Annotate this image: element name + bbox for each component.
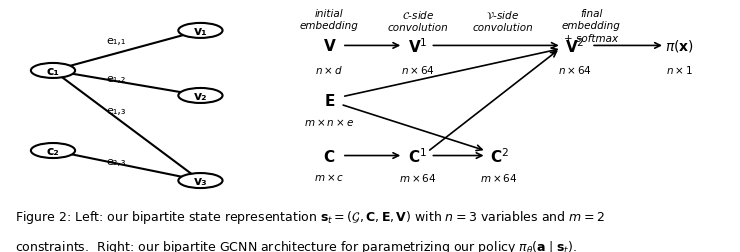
Circle shape <box>178 89 223 104</box>
Text: v₁: v₁ <box>194 25 207 38</box>
Text: e₁,₂: e₁,₂ <box>106 74 125 84</box>
Circle shape <box>178 24 223 39</box>
Text: constraints.  Right: our bipartite GCNN architecture for parametrizing our polic: constraints. Right: our bipartite GCNN a… <box>15 238 577 252</box>
Text: $\mathcal{V}$-side
convolution: $\mathcal{V}$-side convolution <box>472 9 533 33</box>
Text: v₃: v₃ <box>194 174 207 187</box>
Text: $n \times 64$: $n \times 64$ <box>558 64 592 76</box>
Text: $m \times n \times e$: $m \times n \times e$ <box>304 117 354 128</box>
Circle shape <box>31 64 75 79</box>
Text: initial
embedding: initial embedding <box>300 9 359 31</box>
Text: c₂: c₂ <box>47 144 59 158</box>
Text: $n \times d$: $n \times d$ <box>315 64 343 76</box>
Text: $\mathbf{C}^1$: $\mathbf{C}^1$ <box>408 147 428 165</box>
Text: $n \times 64$: $n \times 64$ <box>401 64 435 76</box>
Text: $\mathbf{V}^2$: $\mathbf{V}^2$ <box>565 37 585 55</box>
Text: $\pi(\mathbf{x})$: $\pi(\mathbf{x})$ <box>665 38 694 54</box>
Text: v₂: v₂ <box>194 90 207 103</box>
Text: $\mathbf{V}$: $\mathbf{V}$ <box>323 38 336 54</box>
Text: $m \times 64$: $m \times 64$ <box>480 171 518 183</box>
Circle shape <box>31 143 75 159</box>
Text: e₁,₁: e₁,₁ <box>106 36 125 46</box>
Text: $n \times 1$: $n \times 1$ <box>666 64 693 76</box>
Text: final
embedding
+ softmax: final embedding + softmax <box>562 9 621 44</box>
Text: $\mathbf{V}^1$: $\mathbf{V}^1$ <box>408 37 428 55</box>
Text: e₂,₃: e₂,₃ <box>106 156 125 166</box>
Text: $\mathbf{C}^2$: $\mathbf{C}^2$ <box>489 147 508 165</box>
Text: c₁: c₁ <box>47 65 59 78</box>
Text: $\mathcal{C}$-side
convolution: $\mathcal{C}$-side convolution <box>388 9 448 33</box>
Text: e₁,₃: e₁,₃ <box>106 106 125 116</box>
Text: Figure 2: Left: our bipartite state representation $\mathbf{s}_t = (\mathcal{G},: Figure 2: Left: our bipartite state repr… <box>15 208 605 225</box>
Text: $m \times 64$: $m \times 64$ <box>399 171 437 183</box>
Text: $m \times c$: $m \times c$ <box>314 172 345 182</box>
Circle shape <box>178 173 223 188</box>
Text: $\mathbf{E}$: $\mathbf{E}$ <box>324 93 335 109</box>
Text: $\mathbf{C}$: $\mathbf{C}$ <box>323 148 335 164</box>
